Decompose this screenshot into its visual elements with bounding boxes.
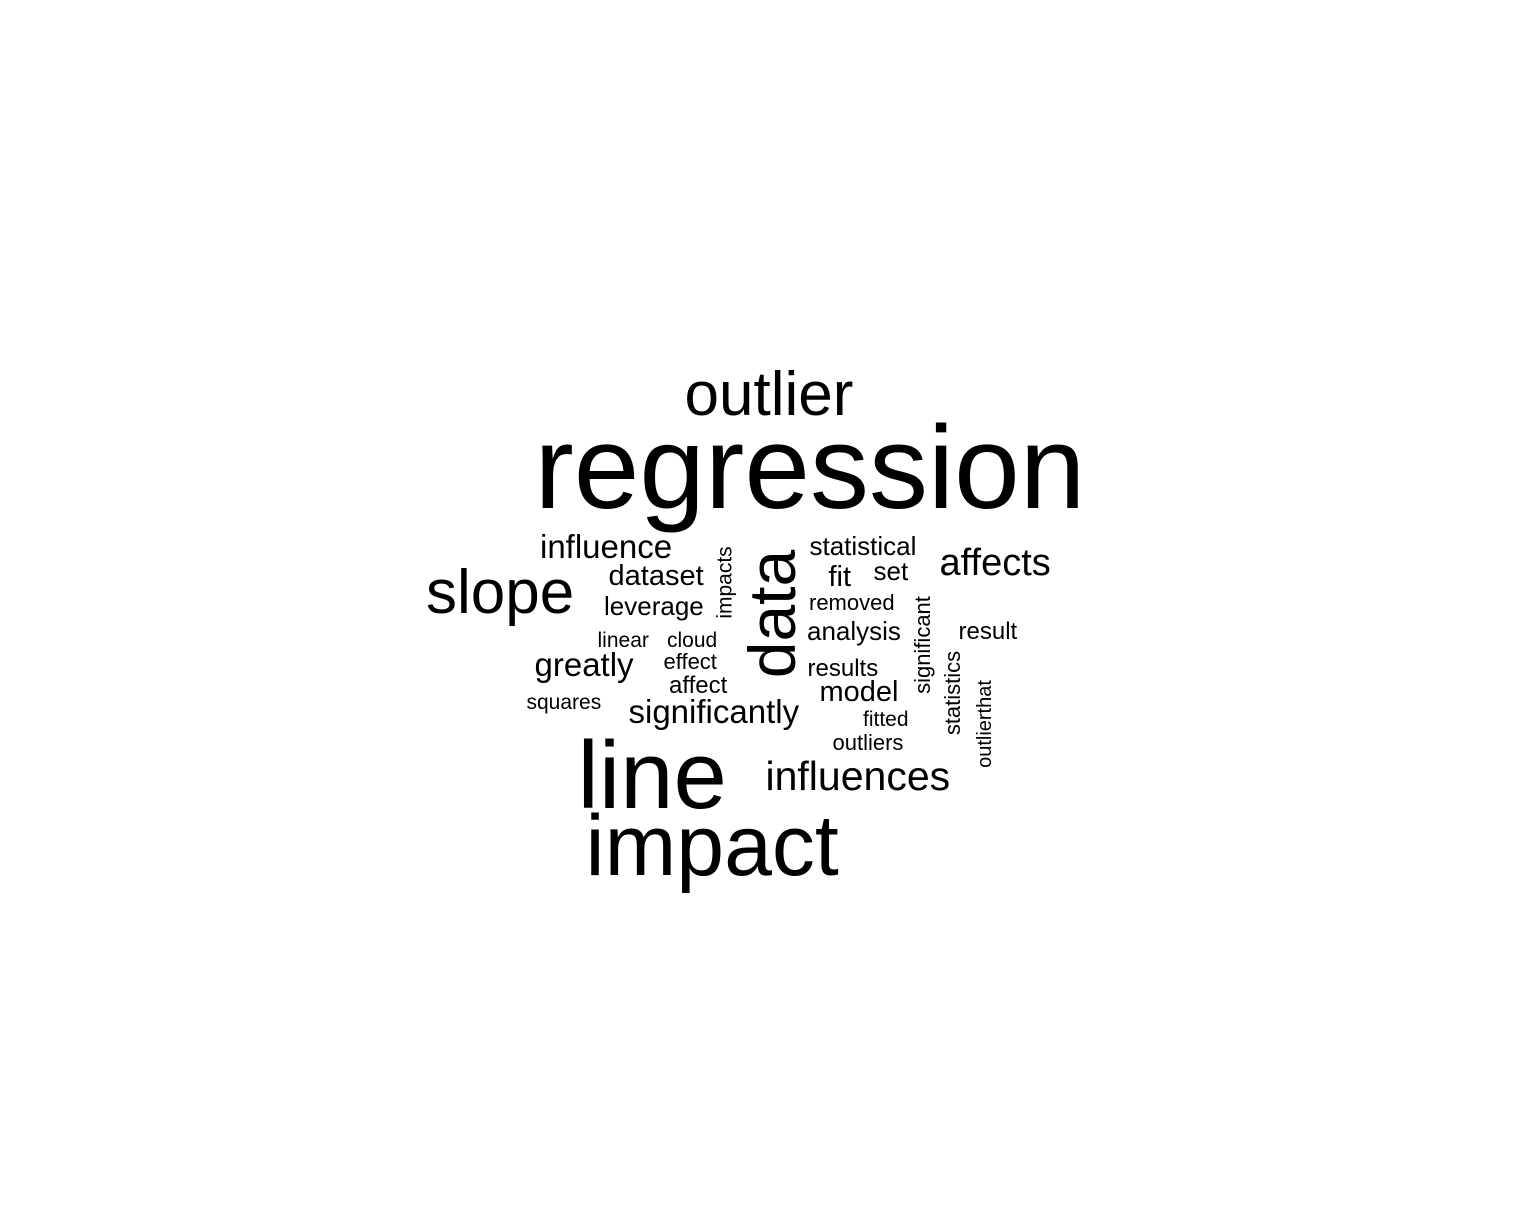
word-statistical: statistical [809, 531, 917, 561]
word-impact: impact [585, 798, 839, 894]
word-affect: affect [669, 672, 728, 699]
word-cloud: cloud [667, 628, 718, 652]
word-model: model [819, 675, 899, 708]
word-statistics: statistics [940, 650, 966, 736]
word-analysis: analysis [807, 616, 901, 646]
word-linear: linear [597, 628, 649, 652]
word-dataset: dataset [608, 559, 704, 592]
word-affects: affects [939, 542, 1051, 584]
word-leverage: leverage [604, 591, 704, 621]
word-set: set [873, 556, 909, 586]
word-fitted: fitted [863, 707, 909, 731]
word-squares: squares [526, 690, 602, 714]
word-fit: fit [828, 560, 852, 593]
word-result: result [958, 618, 1018, 645]
word-outlier: outlier [684, 360, 854, 429]
word-data: data [735, 549, 810, 679]
word-greatly: greatly [534, 645, 634, 683]
word-outliers: outliers [832, 730, 904, 755]
word-effect: effect [663, 649, 717, 674]
word-line: line [577, 722, 727, 829]
word-slope: slope [426, 558, 575, 627]
word-significant: significant [909, 596, 935, 694]
word-impacts: impacts [713, 545, 737, 619]
word-regression: regression [534, 402, 1086, 534]
word-outlierthat: outlierthat [973, 680, 996, 768]
word-significantly: significantly [628, 692, 800, 730]
word-influences: influences [765, 752, 951, 799]
word-influence: influence [540, 527, 673, 565]
word-results: results [807, 655, 879, 682]
word-removed: removed [809, 590, 895, 615]
